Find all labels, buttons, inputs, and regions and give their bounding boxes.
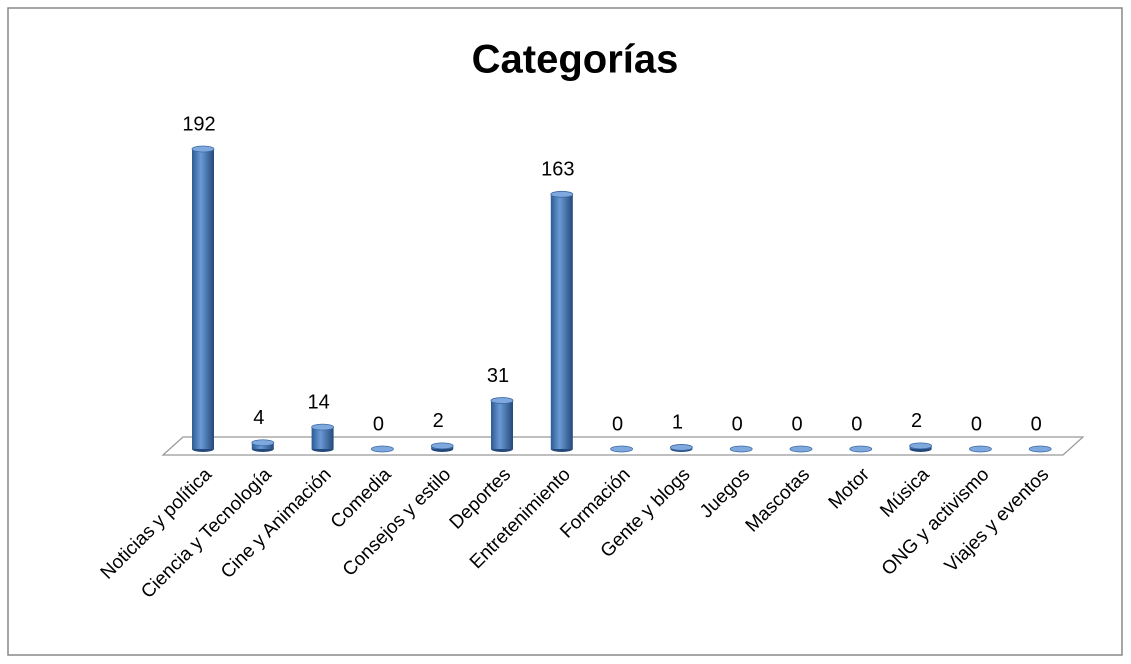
- bar-cap: [1028, 445, 1052, 453]
- value-label: 192: [182, 113, 215, 135]
- value-label: 0: [1031, 413, 1042, 435]
- bar-cap: [610, 445, 633, 453]
- value-label: 1: [672, 412, 683, 434]
- value-label: 0: [791, 413, 802, 435]
- bar-cap: [909, 442, 932, 450]
- bar: [491, 400, 513, 449]
- bar-cap: [430, 442, 454, 450]
- value-label: 4: [253, 407, 264, 429]
- value-label: 2: [911, 410, 922, 432]
- bar-cap: [969, 445, 992, 453]
- value-label: 14: [307, 391, 329, 413]
- value-label: 0: [373, 413, 384, 435]
- chart-title: Categorías: [472, 38, 679, 82]
- bar-cap: [251, 439, 275, 447]
- value-label: 163: [541, 159, 574, 181]
- bar-cap: [550, 190, 574, 198]
- value-label: 0: [851, 413, 862, 435]
- bar-cap: [311, 423, 335, 431]
- bar: [192, 149, 214, 449]
- bar-cap: [370, 445, 394, 453]
- bar-cap: [729, 445, 753, 453]
- bar-cap: [490, 397, 514, 404]
- value-label: 0: [971, 413, 982, 435]
- bar-cap: [849, 445, 873, 453]
- bar-cap: [670, 444, 693, 451]
- bar-cap: [191, 145, 215, 153]
- bar: [311, 427, 334, 449]
- bar: [550, 194, 573, 449]
- value-label: 0: [732, 413, 743, 435]
- value-label: 31: [487, 365, 509, 387]
- bar-cap: [789, 445, 813, 453]
- value-label: 0: [612, 413, 623, 435]
- value-label: 2: [433, 410, 444, 432]
